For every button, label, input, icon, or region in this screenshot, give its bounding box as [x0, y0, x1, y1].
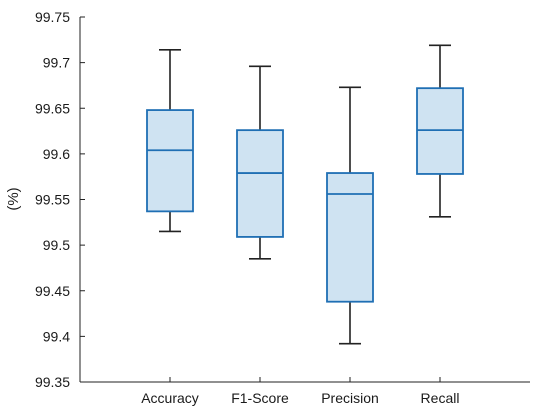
- y-tick-label: 99.6: [43, 146, 70, 162]
- y-tick-label: 99.65: [35, 100, 70, 116]
- box-accuracy: [146, 49, 194, 233]
- x-tick-label: F1-Score: [231, 390, 289, 406]
- y-tick-label: 99.7: [43, 55, 70, 71]
- iqr-box: [146, 109, 194, 213]
- boxes: [146, 44, 464, 345]
- x-tick-label: Recall: [421, 390, 460, 406]
- x-tick-label: Precision: [321, 390, 379, 406]
- x-tick-label: Accuracy: [141, 390, 199, 406]
- axes: 99.35 99.4 99.45 99.5 99.55 99.6 99.65 99.7 99.7…: [35, 9, 530, 406]
- box-f1-score: [236, 65, 284, 260]
- y-tick-label: 99.75: [35, 9, 70, 25]
- y-tick-label: 99.55: [35, 192, 70, 208]
- y-tick-label: 99.5: [43, 237, 70, 253]
- y-tick-label: 99.4: [43, 328, 70, 344]
- box-precision: [326, 86, 374, 345]
- y-axis-label: (%): [5, 187, 22, 210]
- y-tick-label: 99.35: [35, 374, 70, 390]
- box-recall: [416, 44, 464, 218]
- iqr-box: [236, 129, 284, 238]
- iqr-box: [326, 172, 374, 303]
- iqr-box: [416, 87, 464, 175]
- y-tick-label: 99.45: [35, 283, 70, 299]
